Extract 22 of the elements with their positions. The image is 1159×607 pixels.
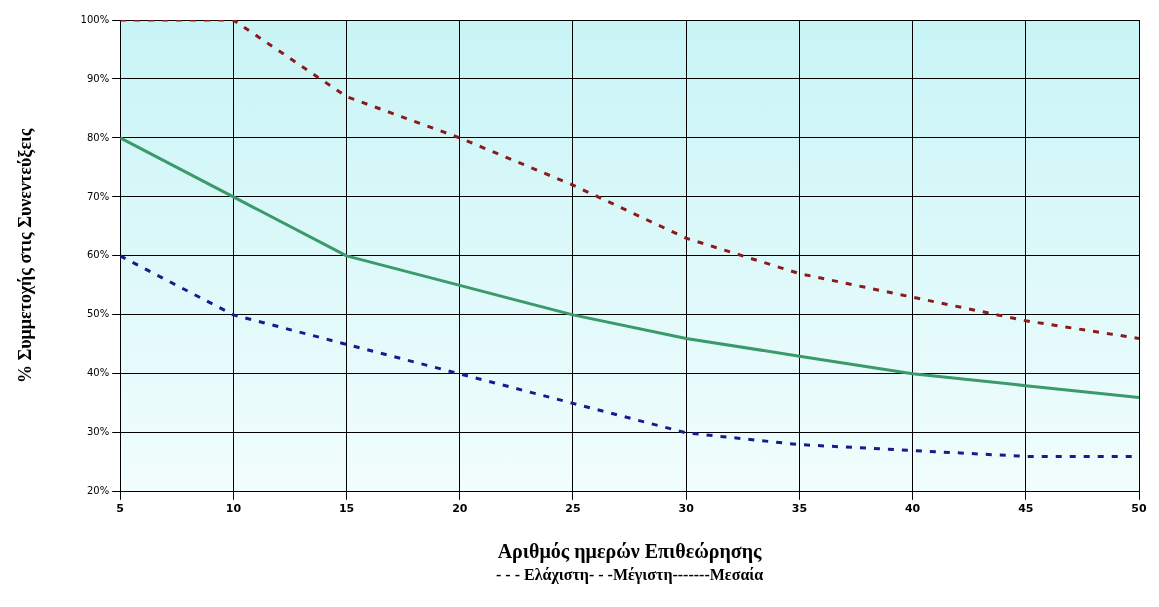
y-tick-label: 50% — [86, 308, 110, 320]
text: - - - Ελάχιστη- - -Μέγιστη-------Μεσαία — [495, 565, 764, 584]
y-tick-label: 100% — [80, 13, 110, 25]
x-tick-label: 10 — [225, 502, 242, 516]
y-tick-label: 90% — [86, 72, 110, 84]
x-tick-label: 30 — [678, 502, 695, 516]
x-tick-label: 40 — [904, 502, 921, 516]
y-tick-label: 80% — [86, 131, 110, 143]
x-axis-title: Αριθμός ημερών Επιθεώρησης — [497, 540, 763, 564]
y-tick-label: 70% — [86, 190, 110, 202]
x-tick-label: 45 — [1018, 502, 1034, 516]
x-tick-label: 15 — [338, 502, 355, 516]
y-axis-title: % Συμμετοχής στις Συνεντεύξεις — [15, 128, 37, 384]
y-tick-label: 40% — [86, 367, 110, 379]
x-tick-label: 50 — [1131, 502, 1147, 516]
y-tick-label: 20% — [86, 485, 110, 497]
y-tick-label: 60% — [86, 249, 110, 261]
y-tick-label: 30% — [86, 426, 110, 438]
x-tick-label: 35 — [791, 502, 808, 516]
x-tick-label: 25 — [565, 502, 581, 516]
x-tick-label: 5 — [116, 502, 125, 516]
x-tick-label: 20 — [452, 502, 468, 516]
